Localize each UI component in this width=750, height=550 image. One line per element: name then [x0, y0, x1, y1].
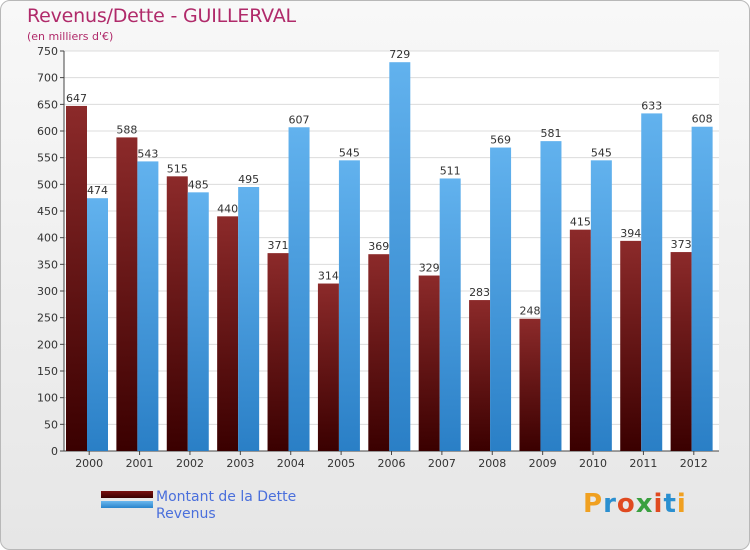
data-label-revenus: 633	[641, 99, 662, 112]
y-tick-label: 600	[37, 125, 58, 138]
logo-letter: i	[653, 489, 664, 519]
data-label-revenus: 545	[591, 146, 612, 159]
y-tick-label: 250	[37, 312, 58, 325]
y-tick-label: 400	[37, 232, 58, 245]
x-tick-label: 2005	[327, 457, 355, 470]
legend-label-dette: Montant de la Dette	[156, 489, 297, 505]
bar-revenus	[288, 127, 310, 452]
data-label-revenus: 608	[692, 113, 713, 126]
data-label-dette: 369	[368, 240, 389, 253]
data-label-dette: 515	[167, 162, 188, 175]
data-label-revenus: 495	[238, 173, 259, 186]
bar-dette	[519, 318, 541, 451]
logo-letter: P	[583, 489, 604, 519]
data-label-revenus: 607	[289, 113, 310, 126]
proxiti-logo: Proxiti	[583, 489, 687, 519]
data-label-revenus: 729	[389, 48, 410, 61]
legend-swatch-dette	[101, 491, 153, 498]
y-tick-label: 700	[37, 72, 58, 85]
x-tick-label: 2011	[629, 457, 657, 470]
y-tick-label: 750	[37, 45, 58, 58]
y-tick-label: 50	[44, 418, 58, 431]
logo-letter: t	[663, 489, 677, 519]
legend-swatch-revenus	[101, 501, 153, 508]
logo-letter: o	[616, 489, 636, 519]
data-label-dette: 283	[469, 286, 490, 299]
bar-dette	[116, 137, 138, 451]
bar-revenus	[439, 178, 461, 451]
bar-dette	[317, 283, 339, 451]
logo-letter: i	[676, 489, 687, 519]
data-label-revenus: 474	[87, 184, 108, 197]
bar-dette	[469, 300, 491, 451]
y-tick-label: 450	[37, 205, 58, 218]
bar-dette	[620, 240, 642, 451]
data-label-revenus: 485	[188, 178, 209, 191]
y-tick-label: 0	[51, 445, 58, 458]
x-tick-label: 2012	[680, 457, 708, 470]
bar-revenus	[540, 141, 562, 451]
chart-title: Revenus/Dette - GUILLERVAL	[27, 5, 296, 27]
bar-revenus	[187, 192, 209, 452]
x-tick-label: 2007	[428, 457, 456, 470]
x-tick-label: 2003	[226, 457, 254, 470]
bar-dette	[670, 252, 692, 451]
bar-revenus	[641, 113, 663, 452]
data-label-revenus: 545	[339, 146, 360, 159]
legend-label-revenus: Revenus	[156, 506, 216, 522]
x-tick-label: 2001	[126, 457, 154, 470]
x-tick-label: 2000	[75, 457, 103, 470]
data-label-dette: 329	[419, 262, 440, 275]
x-tick-label: 2010	[579, 457, 607, 470]
data-label-revenus: 569	[490, 134, 511, 147]
logo-letter: r	[603, 489, 617, 519]
x-tick-label: 2009	[529, 457, 557, 470]
y-tick-label: 550	[37, 152, 58, 165]
data-label-revenus: 543	[137, 147, 158, 160]
y-tick-label: 200	[37, 338, 58, 351]
bar-revenus	[87, 198, 108, 451]
bar-revenus	[389, 62, 411, 451]
x-tick-label: 2002	[176, 457, 204, 470]
bar-revenus	[338, 160, 360, 452]
data-label-dette: 440	[217, 202, 238, 215]
bar-revenus	[137, 161, 159, 451]
bar-dette	[217, 216, 239, 451]
x-tick-label: 2004	[277, 457, 305, 470]
data-label-dette: 314	[318, 270, 339, 283]
data-label-dette: 647	[66, 92, 87, 105]
bar-dette	[368, 254, 390, 451]
data-label-revenus: 511	[440, 164, 461, 177]
bar-revenus	[691, 126, 713, 451]
data-label-dette: 248	[519, 305, 540, 318]
bar-revenus	[590, 160, 612, 452]
x-tick-label: 2008	[478, 457, 506, 470]
y-tick-label: 150	[37, 365, 58, 378]
logo-letter: x	[635, 489, 654, 519]
data-label-revenus: 581	[540, 127, 561, 140]
chart-subtitle: (en milliers d'€)	[27, 30, 114, 43]
y-tick-label: 500	[37, 178, 58, 191]
bar-dette	[66, 105, 87, 451]
data-label-dette: 588	[116, 123, 137, 136]
data-label-dette: 415	[570, 216, 591, 229]
data-label-dette: 394	[620, 227, 641, 240]
y-tick-label: 650	[37, 98, 58, 111]
y-tick-label: 100	[37, 392, 58, 405]
data-label-dette: 371	[268, 239, 289, 252]
y-tick-label: 350	[37, 258, 58, 271]
data-label-dette: 373	[671, 238, 692, 251]
y-tick-label: 300	[37, 285, 58, 298]
bar-dette	[166, 176, 188, 452]
bar-revenus	[238, 187, 260, 451]
x-tick-label: 2006	[378, 457, 406, 470]
bar-dette	[418, 275, 440, 451]
bar-dette	[267, 253, 289, 451]
bar-dette	[569, 229, 591, 451]
bar-revenus	[490, 147, 512, 452]
